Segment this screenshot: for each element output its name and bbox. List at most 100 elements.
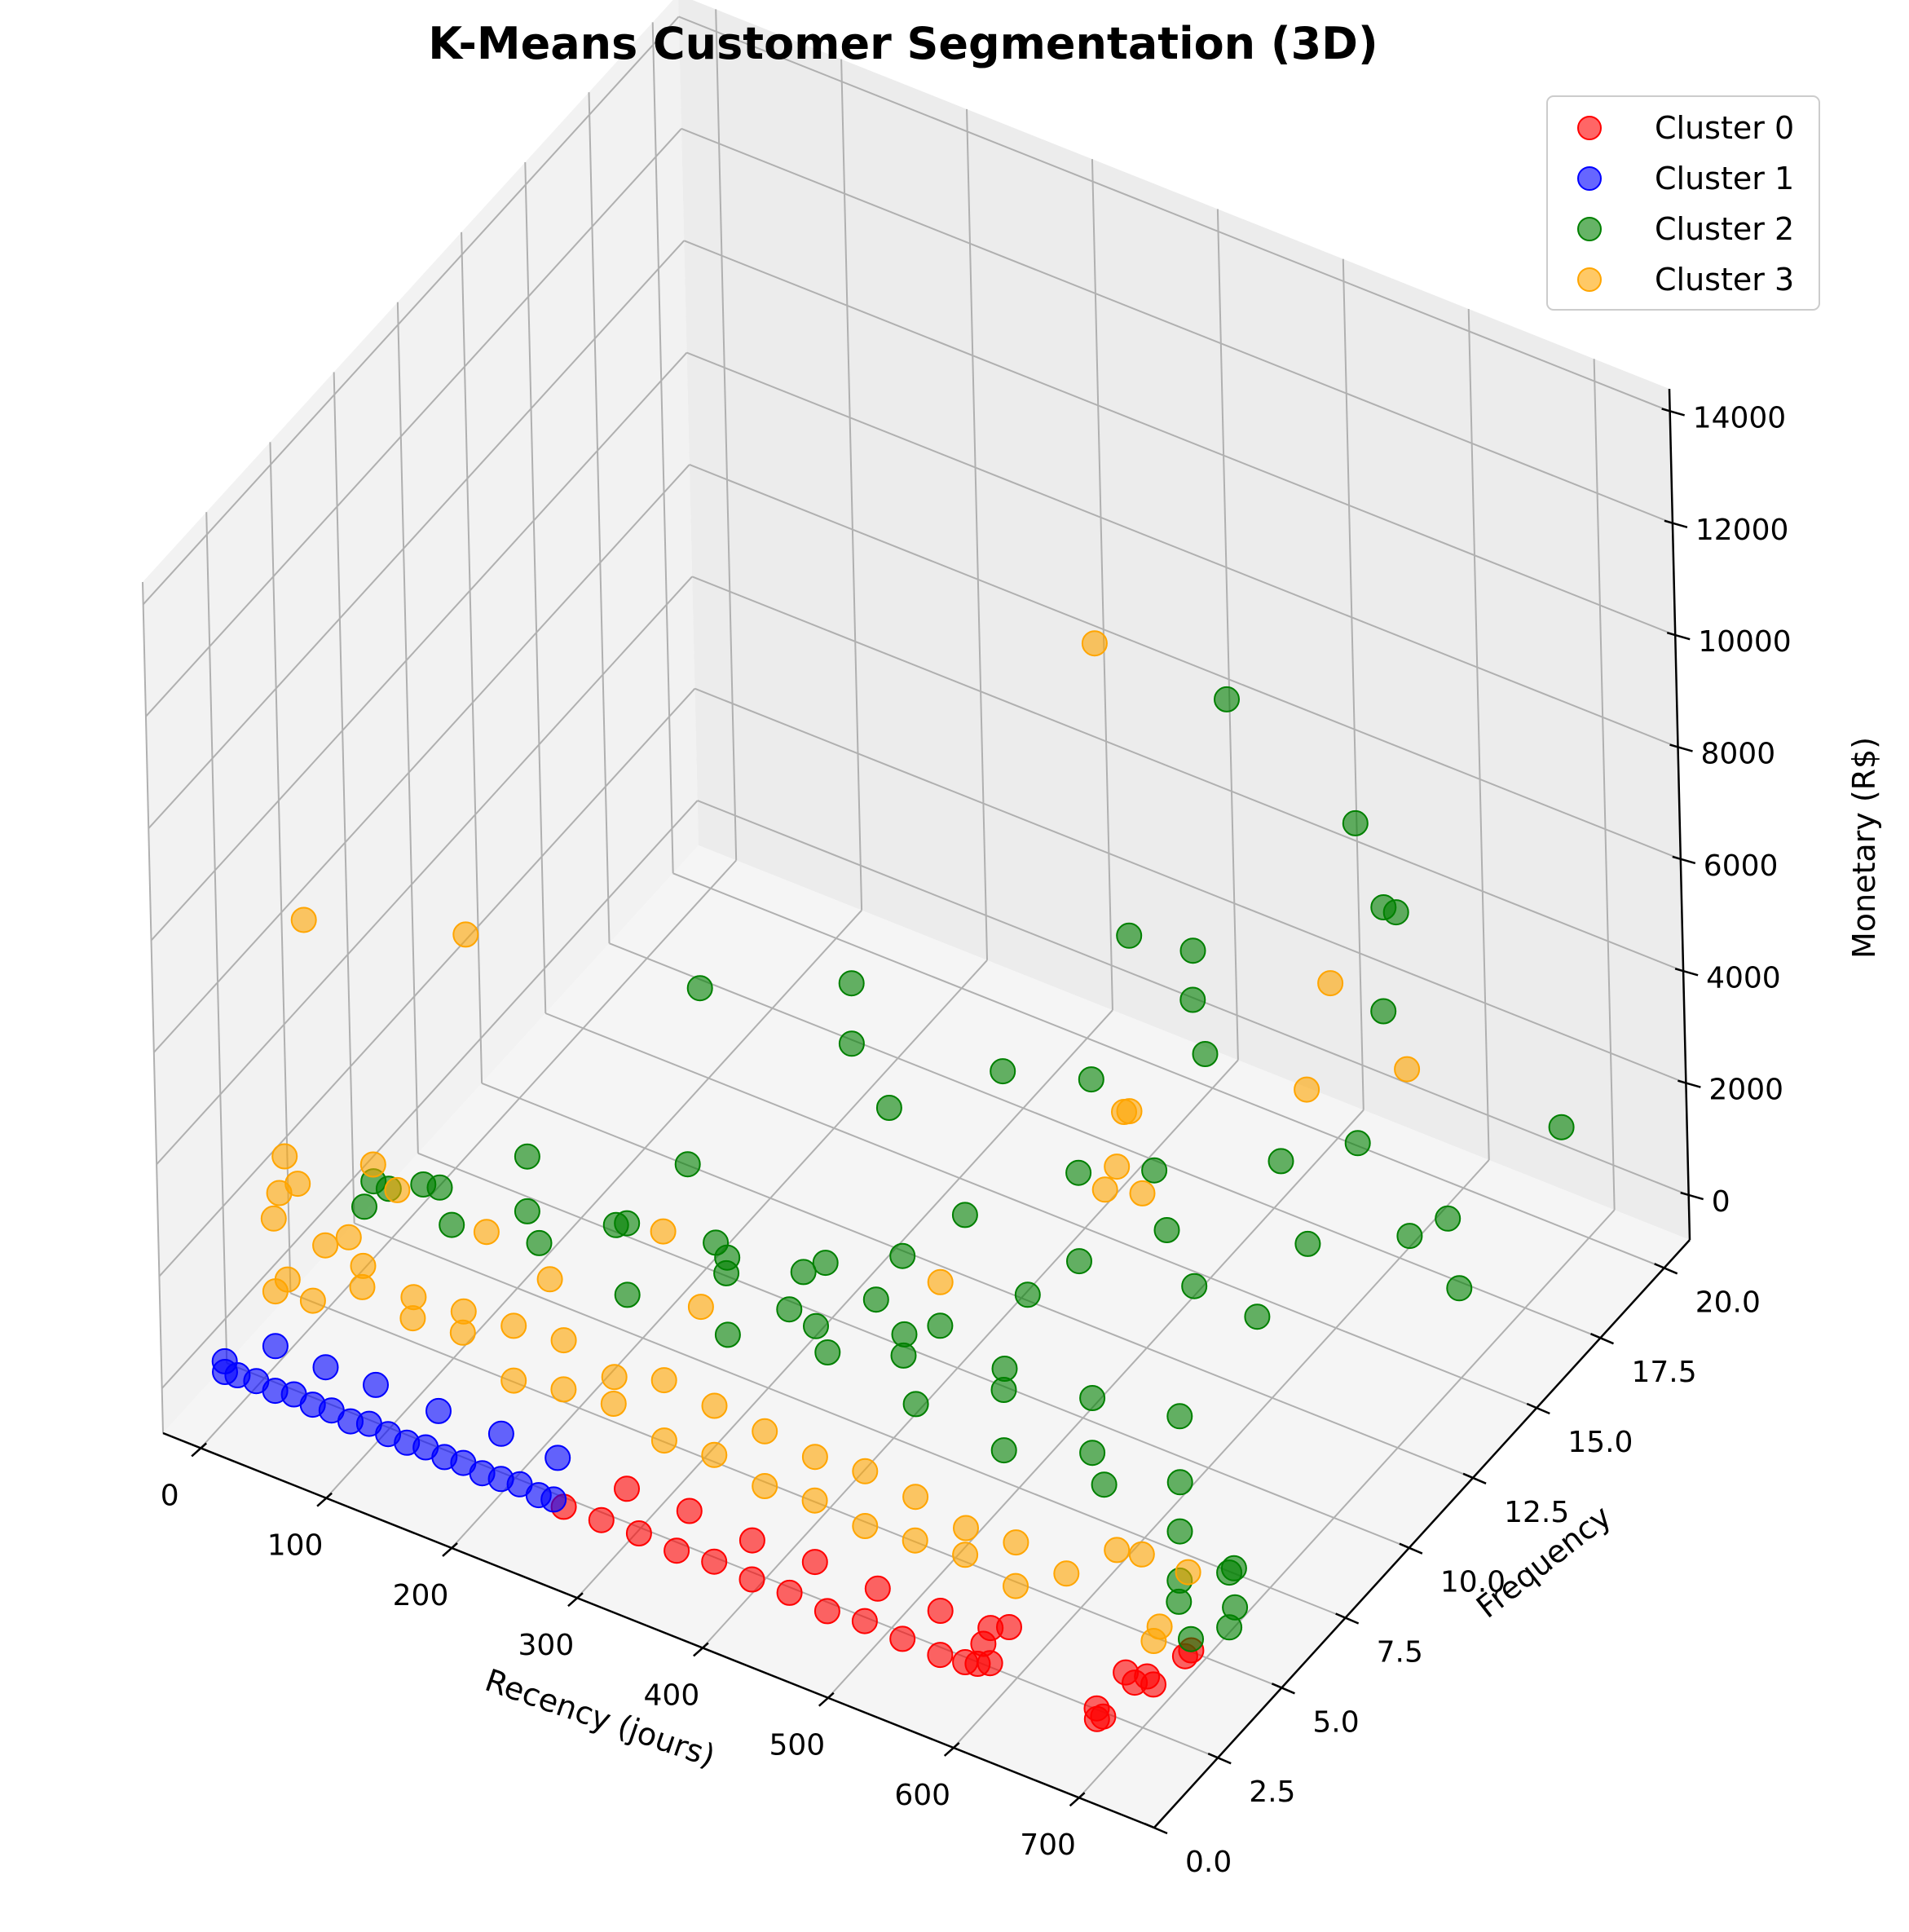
scatter-point-cluster-2 [1166, 1469, 1193, 1496]
x-tick-label: 0 [161, 1479, 179, 1512]
scatter-point-cluster-2 [674, 1151, 701, 1178]
scatter-point-cluster-0 [851, 1608, 878, 1634]
scatter-point-cluster-3 [902, 1527, 928, 1554]
scatter-point-cluster-3 [536, 1266, 563, 1293]
scatter-point-cluster-2 [1065, 1159, 1092, 1186]
scatter-point-cluster-3 [902, 1484, 929, 1511]
scatter-point-cluster-3 [752, 1473, 778, 1499]
x-tick-mark [818, 1692, 835, 1707]
scatter-point-cluster-2 [1166, 1518, 1193, 1545]
legend-label-cluster-2: Cluster 2 [1655, 211, 1794, 247]
x-tick-label: 400 [644, 1678, 700, 1712]
scatter-point-cluster-3 [500, 1312, 527, 1339]
scatter-point-cluster-2 [351, 1193, 377, 1220]
y-tick-mark [1271, 1683, 1295, 1695]
y-tick-mark [1462, 1472, 1487, 1484]
grid-line-z [678, 15, 1671, 412]
scatter-point-cluster-2 [1548, 1114, 1575, 1140]
scatter-point-cluster-2 [1078, 1066, 1104, 1093]
scatter-point-cluster-3 [650, 1367, 677, 1394]
grid-line-y [396, 302, 419, 1153]
y-tick-mark [1590, 1333, 1614, 1345]
scatter-point-cluster-2 [1342, 809, 1369, 836]
y-tick-mark [1526, 1402, 1550, 1415]
scatter-point-cluster-2 [838, 1030, 865, 1057]
scatter-point-cluster-2 [1222, 1594, 1249, 1621]
x-tick-label: 600 [894, 1779, 950, 1812]
scatter-point-cluster-3 [600, 1391, 627, 1417]
scatter-point-cluster-2 [1153, 1217, 1180, 1243]
scatter-point-cluster-2 [927, 1312, 954, 1339]
scatter-point-cluster-3 [274, 1266, 301, 1293]
scatter-point-cluster-3 [1128, 1541, 1155, 1568]
scatter-point-cluster-3 [290, 906, 317, 933]
scatter-point-cluster-3 [852, 1458, 879, 1484]
grid-line-x [966, 108, 989, 960]
z-tick-mark [1666, 632, 1691, 641]
legend-marker-cluster-0 [1577, 116, 1602, 140]
scatter-point-cluster-2 [1179, 986, 1206, 1013]
scatter-point-cluster-2 [990, 1058, 1016, 1085]
grid-line-y [333, 372, 355, 1224]
y-tick-label: 7.5 [1377, 1636, 1423, 1670]
scatter-point-cluster-0 [864, 1575, 891, 1602]
grid-line-x [1342, 258, 1365, 1110]
scatter-point-cluster-3 [687, 1294, 714, 1321]
x-axis-line [162, 1431, 1155, 1829]
grid-line-z [150, 351, 688, 942]
scatter-point-cluster-3 [650, 1427, 677, 1454]
pane-left [143, 0, 699, 1433]
scatter-point-cluster-3 [1294, 1076, 1320, 1103]
scatter-point-cluster-3 [500, 1367, 527, 1394]
scatter-point-cluster-3 [1175, 1559, 1201, 1586]
grid-line-z [161, 800, 699, 1389]
legend-label-cluster-0: Cluster 0 [1655, 110, 1794, 146]
scatter-point-cluster-2 [790, 1259, 817, 1286]
scatter-point-cluster-2 [812, 1250, 839, 1277]
scatter-point-cluster-3 [550, 1376, 577, 1403]
legend-marker-cluster-2 [1577, 217, 1602, 241]
grid-line-y [481, 1082, 1474, 1479]
scatter-point-cluster-0 [927, 1642, 954, 1669]
scatter-point-cluster-2 [1166, 1403, 1193, 1430]
scatter-point-cluster-3 [1111, 1099, 1137, 1125]
grid-line-x [840, 59, 863, 911]
scatter-point-cluster-3 [452, 921, 479, 948]
legend-label-cluster-1: Cluster 1 [1655, 161, 1794, 196]
scatter-point-cluster-0 [927, 1598, 954, 1624]
legend-label-cluster-3: Cluster 3 [1655, 262, 1794, 298]
scatter-point-cluster-2 [1179, 937, 1206, 964]
scatter-point-cluster-3 [701, 1441, 728, 1468]
z-axis-label: Monetary (R$) [1846, 737, 1882, 959]
scatter-point-cluster-2 [951, 1202, 978, 1228]
scatter-point-cluster-2 [1066, 1248, 1092, 1275]
x-tick-mark [442, 1542, 458, 1557]
y-tick-label: 15.0 [1567, 1426, 1633, 1459]
grid-line-x [1216, 209, 1239, 1061]
z-tick-label: 2000 [1708, 1074, 1783, 1107]
scatter-point-cluster-2 [1014, 1281, 1041, 1308]
scatter-point-cluster-3 [953, 1515, 979, 1542]
scatter-point-cluster-3 [801, 1487, 828, 1514]
scatter-point-cluster-2 [1435, 1205, 1462, 1232]
x-tick-mark [943, 1742, 960, 1757]
grid-line-z [142, 15, 680, 606]
z-tick-label: 8000 [1701, 738, 1776, 771]
scatter-point-cluster-3 [1081, 630, 1108, 657]
scatter-point-cluster-3 [1003, 1529, 1029, 1556]
y-tick-label: 20.0 [1695, 1286, 1761, 1319]
z-tick-label: 14000 [1693, 402, 1787, 435]
grid-line-x [1467, 308, 1490, 1160]
x-tick-mark [316, 1492, 333, 1507]
scatter-point-cluster-2 [614, 1210, 641, 1237]
scatter-point-cluster-2 [1220, 1555, 1247, 1581]
scatter-point-cluster-2 [614, 1281, 641, 1308]
scatter-point-cluster-2 [814, 1339, 841, 1365]
z-axis-line [1668, 388, 1691, 1241]
scatter-point-cluster-0 [801, 1549, 828, 1576]
grid-line-y [544, 1012, 1537, 1409]
scatter-point-cluster-0 [1140, 1671, 1166, 1698]
scatter-point-cluster-0 [889, 1625, 916, 1652]
grid-line-y [609, 942, 1601, 1339]
grid-line-z [148, 240, 685, 829]
